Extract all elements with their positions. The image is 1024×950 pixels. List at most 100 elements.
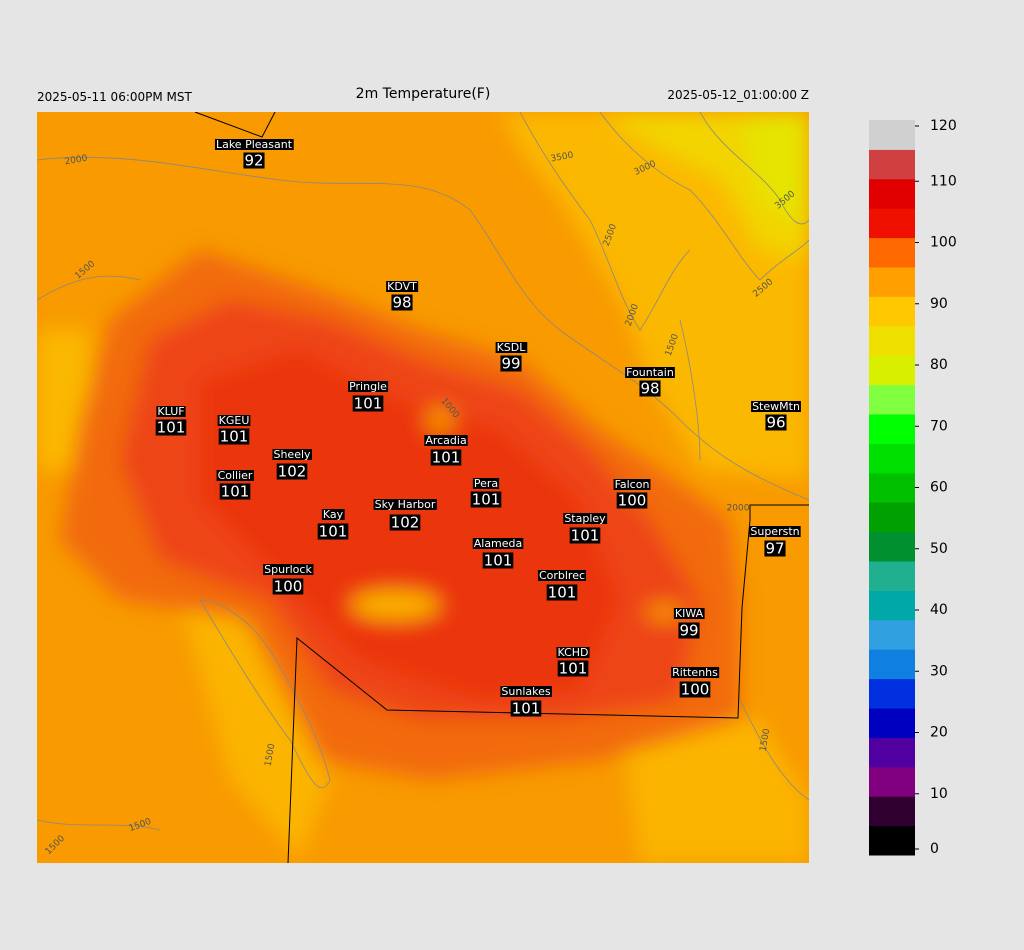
station-name: Lake Pleasant	[216, 138, 293, 151]
station-value-bg	[272, 578, 304, 595]
station-name: Alameda	[474, 537, 523, 550]
station-name-bg	[348, 381, 389, 392]
station-value-bg	[678, 622, 700, 639]
station-value: 101	[157, 419, 186, 437]
station-value: 101	[559, 660, 588, 678]
colorbar-swatch	[869, 708, 915, 738]
station-value-bg	[219, 483, 251, 500]
station-value: 100	[274, 578, 303, 596]
station-name-bg	[156, 406, 186, 417]
station-value: 99	[679, 622, 698, 640]
colorbar-swatch	[869, 766, 915, 797]
colorbar-tick-label: 80	[930, 357, 948, 373]
colorbar-swatch	[869, 208, 915, 239]
station-value: 101	[221, 483, 250, 501]
station-value-bg	[430, 449, 462, 466]
station-value: 101	[354, 395, 383, 413]
station: Sheely 102	[272, 448, 313, 481]
colorbar-swatch	[869, 267, 915, 297]
station-name-bg	[424, 435, 468, 446]
station-name-bg	[263, 564, 314, 575]
station-value-bg	[391, 294, 413, 311]
colorbar-swatch	[869, 825, 915, 856]
station-value-bg	[765, 414, 787, 431]
station-value-bg	[679, 681, 711, 698]
station-value: 101	[319, 523, 348, 541]
station: KIWA 99	[673, 607, 705, 640]
station-value-bg	[243, 152, 265, 169]
station-name: Kay	[323, 508, 344, 521]
colorbar-swatch	[869, 678, 915, 709]
station-value-bg	[500, 355, 522, 372]
station-value-bg	[616, 492, 648, 509]
station-value: 101	[472, 491, 501, 509]
station-name-bg	[272, 449, 313, 460]
colorbar-swatch	[869, 502, 915, 533]
station-value-bg	[317, 523, 349, 540]
station: Spurlock 100	[263, 563, 314, 596]
station-value-bg	[569, 527, 601, 544]
colorbar-swatch	[869, 296, 915, 327]
station-name: KSDL	[497, 341, 527, 354]
station-value: 100	[618, 492, 647, 510]
station-name: KIWA	[675, 607, 704, 620]
station-name-bg	[321, 509, 345, 520]
colorbar-swatch	[869, 384, 915, 415]
station-name-bg	[751, 401, 801, 412]
station-name: Arcadia	[425, 434, 466, 447]
station-value: 101	[571, 527, 600, 545]
station-value-bg	[352, 395, 384, 412]
station-name-bg	[556, 647, 590, 658]
utc-time: 2025-05-12_01:00:00 Z	[667, 88, 809, 102]
station-name-bg	[625, 367, 675, 378]
station-value: 102	[391, 514, 420, 532]
station-value: 101	[512, 700, 541, 718]
valid-time: 2025-05-11 06:00PM MST	[37, 90, 193, 104]
station-name-bg	[373, 499, 437, 510]
station-name: Sky Harbor	[375, 498, 436, 511]
colorbar-tick-label: 40	[930, 602, 948, 618]
station-name: StewMtn	[752, 400, 800, 413]
colorbar-swatch	[869, 355, 915, 386]
boundaries	[194, 112, 809, 863]
station: Corblrec 101	[537, 569, 587, 602]
station-value: 101	[484, 552, 513, 570]
colorbar-swatch	[869, 237, 915, 268]
station-name-bg	[500, 686, 552, 697]
station-value-bg	[639, 380, 661, 397]
contours	[37, 112, 809, 831]
station-name: Sunlakes	[501, 685, 550, 698]
colorbar-swatch	[869, 649, 915, 680]
contour-label: 2000	[64, 154, 89, 168]
colorbar-swatch	[869, 561, 915, 591]
station-name-bg	[472, 538, 524, 549]
colorbar-tick-label: 60	[930, 480, 948, 496]
colorbar-swatch	[869, 120, 915, 150]
colorbar-tick-label: 20	[930, 725, 948, 741]
colorbar-swatch	[869, 149, 915, 180]
station: Arcadia 101	[424, 434, 468, 467]
station-name: KCHD	[557, 646, 588, 659]
station: Stapley 101	[563, 512, 608, 545]
station-value: 97	[765, 540, 784, 558]
colorbar-tick-label: 100	[930, 235, 957, 251]
station-name-bg	[472, 478, 500, 489]
station-value-bg	[482, 552, 514, 569]
station-name-bg	[217, 415, 251, 426]
colorbar-swatch	[869, 472, 915, 503]
colorbar-tick-label: 50	[930, 541, 948, 557]
station-name: KDVT	[387, 280, 417, 293]
station-name-bg	[216, 470, 254, 481]
station-name-bg	[613, 479, 651, 490]
contour-label: 2000	[727, 504, 750, 514]
colorbar-swatch	[869, 619, 915, 650]
